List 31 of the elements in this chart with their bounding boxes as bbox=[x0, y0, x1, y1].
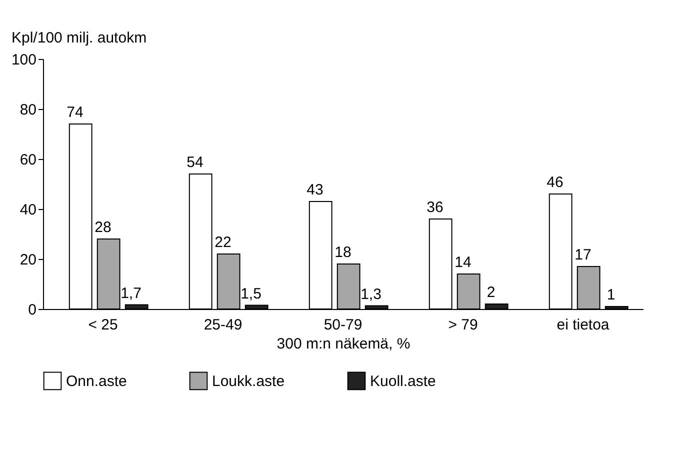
data-label: 1 bbox=[606, 286, 616, 304]
y-tick-label: 0 bbox=[28, 302, 36, 318]
x-tick-label: 50-79 bbox=[324, 316, 362, 334]
legend-label: Loukk.aste bbox=[212, 372, 285, 390]
x-tick-label: > 79 bbox=[448, 316, 478, 334]
legend-label: Onn.aste bbox=[66, 372, 127, 390]
data-label: 22 bbox=[214, 234, 232, 251]
y-tick-label: 100 bbox=[11, 52, 36, 68]
data-label: 14 bbox=[454, 254, 472, 271]
data-label: 18 bbox=[334, 244, 352, 261]
y-tick-label: 60 bbox=[20, 152, 36, 168]
data-label: 36 bbox=[426, 199, 444, 216]
data-label: 1,5 bbox=[240, 285, 262, 302]
data-label: 74 bbox=[66, 104, 84, 121]
data-label: 2 bbox=[486, 284, 496, 301]
y-tick-label: 20 bbox=[20, 252, 36, 268]
y-tick-label: 40 bbox=[20, 202, 36, 218]
data-label: 46 bbox=[546, 174, 564, 191]
x-tick-label: < 25 bbox=[88, 316, 118, 334]
data-label: 1,3 bbox=[360, 286, 382, 303]
x-tick-label: ei tietoa bbox=[556, 316, 610, 334]
data-label: 1,7 bbox=[120, 284, 142, 302]
data-label: 17 bbox=[574, 246, 592, 264]
y-axis-title: Kpl/100 milj. autokm bbox=[12, 30, 147, 46]
data-label: 43 bbox=[306, 182, 324, 198]
x-tick-label: 25-49 bbox=[204, 316, 242, 334]
y-tick-label: 80 bbox=[20, 102, 36, 118]
data-label: 54 bbox=[186, 154, 204, 171]
legend-label: Kuoll.aste bbox=[370, 372, 436, 390]
data-label: 28 bbox=[94, 219, 112, 236]
x-axis-title: 300 m:n näkemä, % bbox=[276, 336, 410, 352]
